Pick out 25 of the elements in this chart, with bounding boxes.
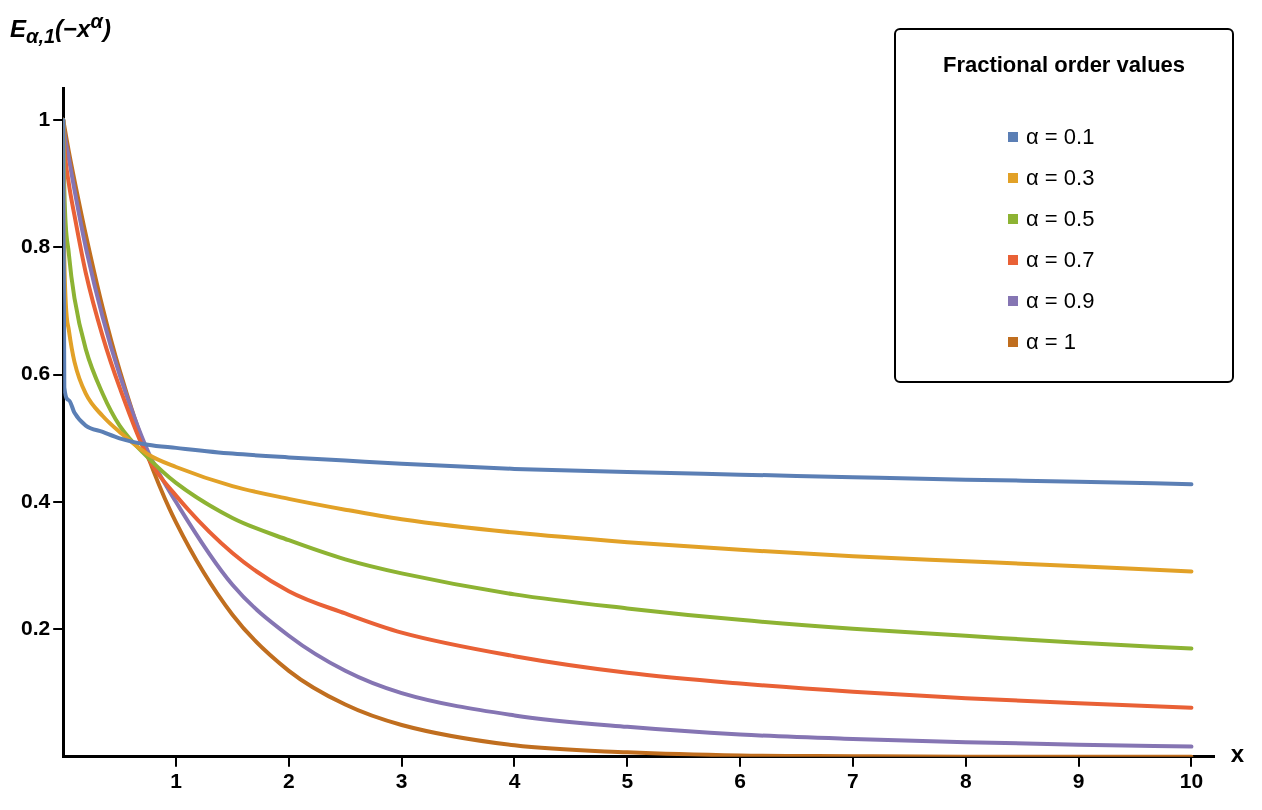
legend-label: α = 0.7 [1026, 246, 1095, 273]
y-tick-label: 0.4 [20, 488, 51, 512]
x-tick-label: 5 [621, 769, 634, 793]
legend-label: α = 1 [1026, 328, 1077, 355]
legend-label: α = 0.1 [1026, 123, 1095, 150]
x-tick-label: 7 [847, 769, 859, 793]
x-tick-label: 6 [734, 769, 746, 793]
x-tick-label: 3 [395, 769, 408, 793]
legend-label: α = 0.9 [1026, 287, 1095, 314]
x-axis-title: x [1230, 740, 1244, 768]
legend-label: α = 0.5 [1026, 205, 1095, 232]
legend-label: α = 0.3 [1026, 164, 1095, 191]
y-tick-label: 0.8 [20, 234, 51, 258]
x-tick-label: 10 [1179, 769, 1204, 793]
y-tick-label: 1 [38, 106, 51, 130]
x-tick-label: 1 [170, 769, 183, 793]
y-tick-label: 0.2 [20, 616, 51, 640]
line-series [63, 117, 1194, 487]
y-axis-title: E$_{α,1}$(−x$^{α}$) [10, 10, 111, 48]
x-tick-label: 8 [959, 769, 972, 793]
x-tick-label: 2 [283, 769, 295, 793]
x-tick-label: 4 [508, 769, 521, 793]
legend-title: Fractional order values [941, 52, 1187, 78]
x-tick-label: 9 [1072, 769, 1085, 793]
y-tick-label: 0.6 [20, 361, 51, 385]
